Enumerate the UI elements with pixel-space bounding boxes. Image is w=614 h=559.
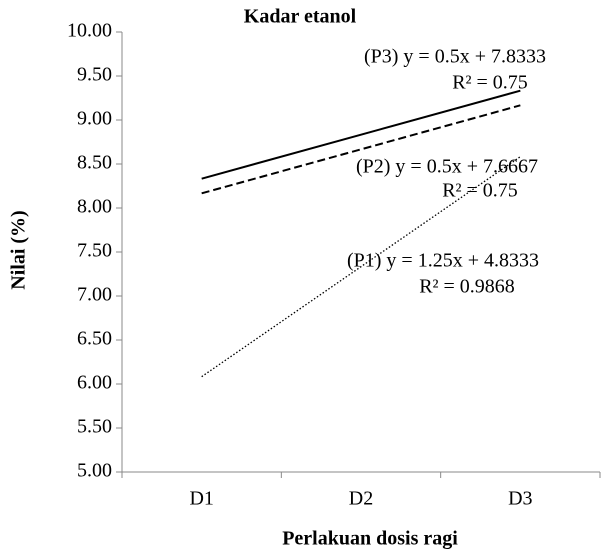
x-tick-label: D3	[508, 488, 532, 510]
x-tick-label: D2	[349, 488, 373, 510]
trend-line	[201, 104, 521, 195]
annotation: R² = 0.75	[442, 180, 518, 202]
y-tick-label: 8.00	[77, 196, 112, 218]
y-tick-label: 5.00	[77, 460, 112, 482]
y-tick-label: 7.00	[77, 284, 112, 306]
annotation: R² = 0.75	[452, 72, 528, 94]
trend-line	[201, 89, 521, 180]
y-tick-label: 9.00	[77, 108, 112, 130]
y-tick-label: 6.00	[77, 372, 112, 394]
x-axis-label: Perlakuan dosis ragi	[282, 528, 458, 550]
annotation: R² = 0.9868	[419, 276, 515, 298]
annotation: (P3) y = 0.5x + 7.8333	[364, 46, 546, 68]
annotation: (P1) y = 1.25x + 4.8333	[347, 250, 539, 272]
y-tick-label: 10.00	[67, 20, 112, 42]
y-tick-label: 7.50	[77, 240, 112, 262]
y-tick-label: 6.50	[77, 328, 112, 350]
trend-line	[201, 156, 521, 378]
y-axis-label: Nilai (%)	[8, 210, 30, 289]
annotation: (P2) y = 0.5x + 7.6667	[356, 156, 538, 178]
chart-title: Kadar etanol	[244, 6, 357, 28]
y-tick-label: 8.50	[77, 152, 112, 174]
y-tick-label: 9.50	[77, 64, 112, 86]
y-tick-label: 5.50	[77, 416, 112, 438]
x-tick-label: D1	[189, 488, 213, 510]
